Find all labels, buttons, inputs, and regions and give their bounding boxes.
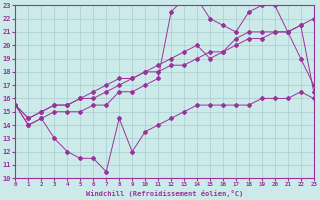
X-axis label: Windchill (Refroidissement éolien,°C): Windchill (Refroidissement éolien,°C)	[86, 190, 243, 197]
